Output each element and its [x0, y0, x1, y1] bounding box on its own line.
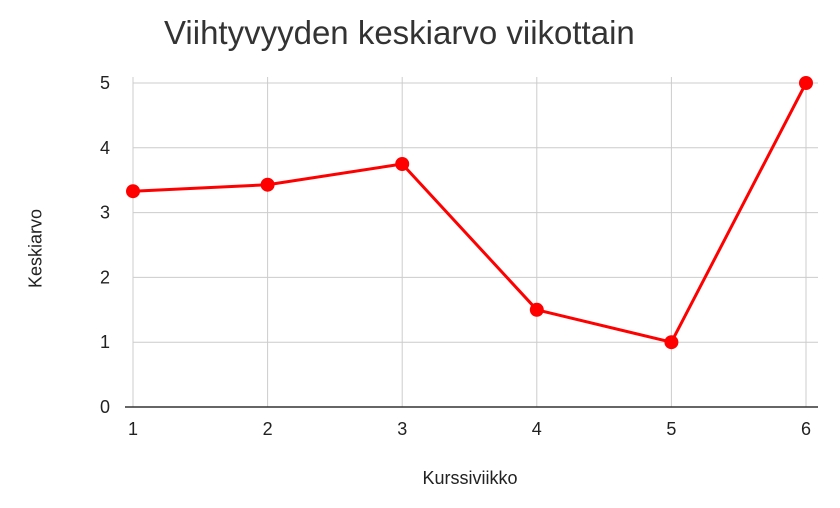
x-tick-label: 4 [532, 419, 542, 439]
y-tick-label: 1 [100, 332, 110, 352]
data-point [395, 157, 410, 171]
series-line [132, 82, 808, 344]
y-tick-label: 5 [100, 73, 110, 93]
data-point [799, 76, 813, 90]
x-axis-label: Kurssiviikko [422, 468, 518, 488]
y-tick-label: 0 [100, 397, 110, 417]
data-point [260, 177, 275, 192]
x-tick-label: 3 [397, 419, 407, 439]
chart-title: Viihtyvyyden keskiarvo viikottain [164, 14, 635, 51]
y-tick-label: 2 [100, 267, 110, 287]
y-tick-label: 4 [100, 138, 110, 158]
x-tick-label: 2 [263, 419, 273, 439]
data-point [664, 335, 679, 350]
data-point [529, 302, 544, 317]
y-tick-label: 3 [100, 203, 110, 223]
data-point [126, 184, 140, 199]
x-tick-label: 5 [666, 419, 676, 439]
x-tick-label: 1 [128, 419, 138, 439]
x-tick-label: 6 [801, 419, 811, 439]
